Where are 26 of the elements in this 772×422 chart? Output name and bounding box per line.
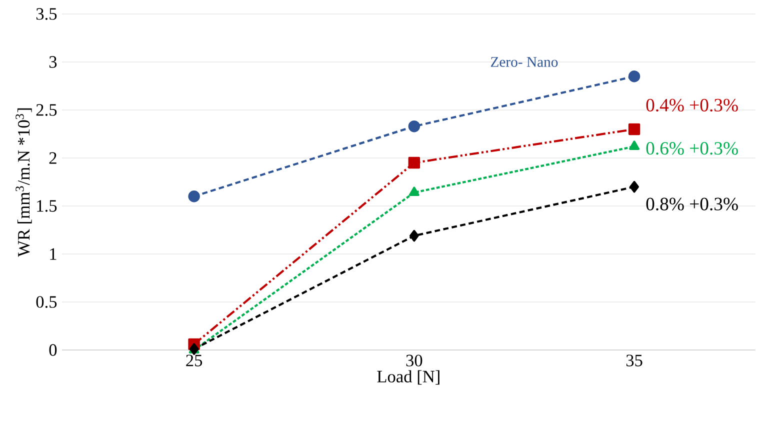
y-tick-label: 2.5 bbox=[36, 104, 57, 116]
series-label: 0.8% +0.3% bbox=[646, 198, 738, 210]
point bbox=[628, 70, 640, 82]
point bbox=[408, 186, 420, 196]
y-tick-label: 1 bbox=[50, 248, 56, 260]
point bbox=[630, 180, 639, 193]
x-tick-label: 25 bbox=[186, 354, 202, 366]
y-tick-label: 1.5 bbox=[37, 200, 57, 212]
point bbox=[408, 156, 420, 169]
series-label: Zero- Nano bbox=[490, 57, 558, 67]
point bbox=[629, 140, 640, 150]
series-label: 0.4% +0.3% bbox=[646, 98, 738, 112]
series-label: 0.6% +0.3% bbox=[646, 142, 738, 155]
y-tick-label: 3.5 bbox=[36, 8, 57, 20]
point bbox=[628, 123, 640, 136]
point bbox=[408, 120, 420, 132]
point bbox=[410, 230, 419, 242]
x-tick-label: 35 bbox=[626, 354, 642, 366]
y-axis-title: WR [mm$^{3}$/m.N *10$^{3}$] bbox=[16, 108, 32, 257]
y-tick-label: 0.5 bbox=[36, 296, 57, 308]
y-tick-label: 2 bbox=[49, 152, 56, 164]
point bbox=[188, 190, 200, 202]
x-tick-label: 30 bbox=[406, 354, 422, 366]
y-tick-label: 0 bbox=[49, 344, 57, 356]
y-tick-label: 3 bbox=[49, 56, 57, 68]
x-axis-title: Load [N] bbox=[377, 370, 440, 385]
